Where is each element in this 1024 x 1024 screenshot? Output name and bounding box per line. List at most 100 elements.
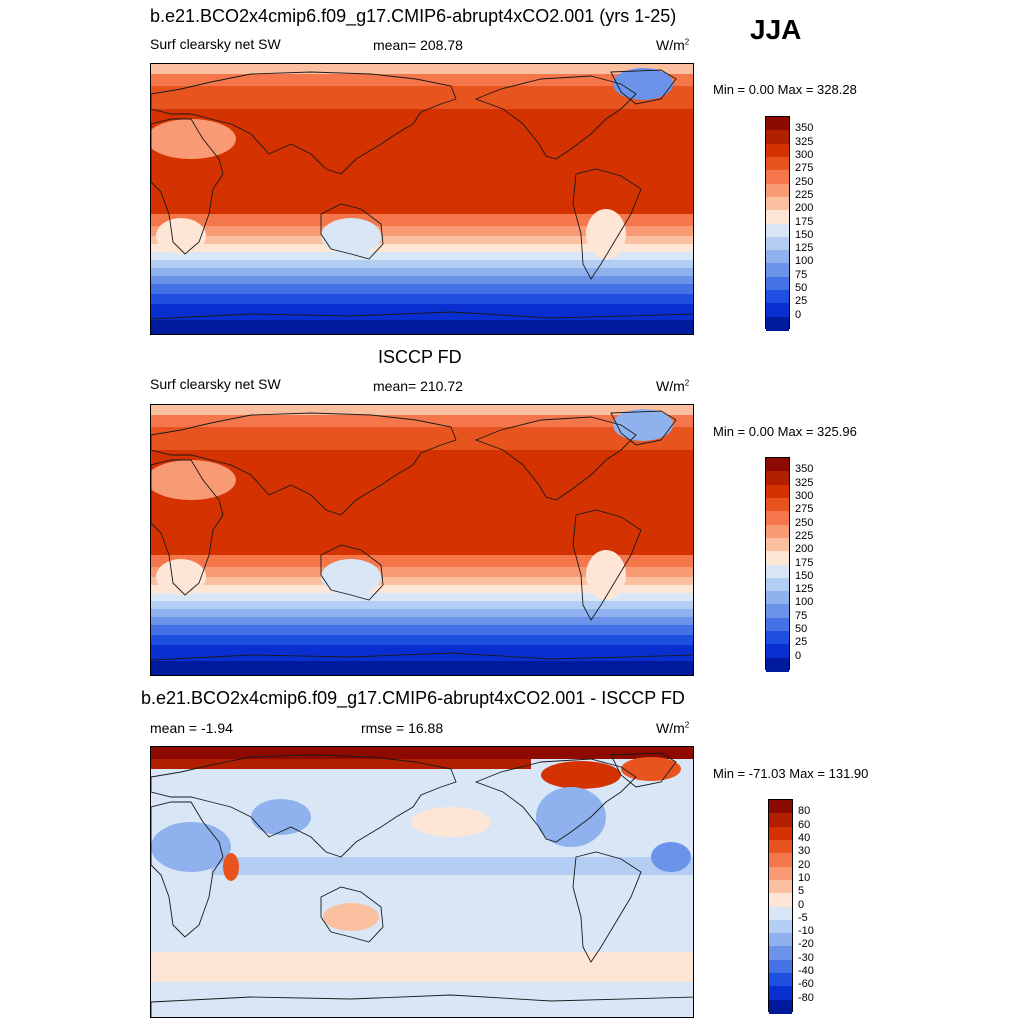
- panel3-colorbar: 80 60 40 30 20 10 5 0 -5 -10 -20 -30 -40 -60 -80: [768, 799, 858, 1014]
- panel1-title: b.e21.BCO2x4cmip6.f09_g17.CMIP6-abrupt4x…: [150, 6, 677, 26]
- panel3-colorbar-swatch: [769, 800, 792, 814]
- panel1-colorbar-label: 25: [795, 295, 808, 308]
- panel3-colorbar-label: 40: [798, 831, 811, 844]
- panel3-colorbar-swatch: [769, 933, 792, 947]
- panel1-units: W/m2: [656, 37, 690, 53]
- field-band: [151, 64, 693, 74]
- field-region: [151, 119, 236, 159]
- coastline: [474, 75, 637, 160]
- panel2-title: ISCCP FD: [378, 347, 462, 367]
- panel3-colorbar-swatch: [769, 986, 792, 1001]
- coastline: [151, 652, 693, 675]
- panel1-mean-label: mean= 208.78: [373, 37, 463, 53]
- season-label: JJA: [750, 14, 802, 45]
- field-band: [151, 601, 693, 609]
- field-band: [151, 304, 693, 320]
- field-region: [591, 455, 693, 535]
- panel3-colorbar-swatch: [769, 919, 792, 934]
- panel2-colorbar-swatch: [766, 617, 789, 632]
- panel2-colorbar-label: 175: [795, 556, 814, 569]
- field-band: [151, 661, 693, 675]
- coastline: [610, 69, 677, 105]
- panel1-colorbar-swatch: [766, 143, 789, 158]
- field-region: [323, 903, 379, 931]
- panel3-minmax: Min = -71.03 Max = 131.90: [713, 766, 869, 781]
- panel3-colorbar-label: 20: [798, 858, 811, 871]
- panel2-colorbar-label: 250: [795, 516, 814, 529]
- panel3-colorbar-swatch: [769, 959, 792, 974]
- coastline: [610, 410, 677, 446]
- panel3-colorbar-label: -10: [798, 925, 814, 938]
- panel2-field-label: Surf clearsky net SW: [150, 376, 281, 392]
- panel1-colorbar-swatch: [766, 117, 789, 131]
- panel2-colorbar-label: 125: [795, 583, 814, 596]
- panel1-colorbar: 350 325 300 275 250 225 200 175 150 125 100 75 50 25 0: [765, 116, 855, 331]
- panel1-colorbar-swatch: [766, 170, 789, 185]
- panel1-colorbar-swatch: [766, 210, 789, 224]
- panel1-field-label: Surf clearsky net SW: [150, 36, 281, 52]
- panel3-colorbar-label: 30: [798, 845, 811, 858]
- panel2-colorbar-swatch: [766, 511, 789, 526]
- field-band: [151, 577, 693, 585]
- field-band: [151, 320, 693, 334]
- panel3-rmse-label: rmse = 16.88: [361, 720, 444, 736]
- field-region: [586, 550, 626, 600]
- field-band: [151, 585, 693, 593]
- panel2-colorbar-swatch: [766, 484, 789, 499]
- field-band: [151, 617, 693, 625]
- field-region: [321, 218, 381, 254]
- panel1-colorbar-label: 225: [795, 188, 814, 201]
- field-band: [151, 294, 693, 304]
- field-band: [151, 567, 693, 577]
- panel2-colorbar-swatch: [766, 631, 789, 645]
- coastline: [474, 416, 637, 501]
- panel3-units: W/m2: [656, 720, 690, 736]
- panel2-colorbar-swatch: [766, 591, 789, 605]
- field-region: [586, 209, 626, 259]
- panel1-colorbar-label: 325: [795, 135, 814, 148]
- panel2-colorbar-swatch: [766, 564, 789, 579]
- panel1-colorbar-label: 50: [795, 282, 808, 295]
- panel3-map: [150, 746, 694, 1018]
- panel3-colorbar-label: -5: [798, 911, 808, 924]
- panel2-units: W/m2: [656, 378, 690, 394]
- panel3-colorbar-swatch: [769, 906, 792, 921]
- field-region: [536, 787, 606, 847]
- panel3-colorbar-swatch: [769, 839, 792, 854]
- panel2-colorbar-label: 75: [795, 609, 808, 622]
- field-band: [151, 252, 693, 260]
- panel2-colorbar-swatch: [766, 471, 789, 486]
- field-band: [151, 86, 693, 109]
- field-band: [151, 645, 693, 661]
- field-region: [251, 799, 311, 835]
- field-band: [211, 857, 693, 875]
- coastline: [572, 851, 642, 963]
- panel2-map: [150, 404, 694, 676]
- field-band: [151, 236, 693, 244]
- panel1-colorbar-label: 125: [795, 242, 814, 255]
- field-band: [151, 226, 693, 236]
- coastline: [610, 752, 677, 788]
- panel1-colorbar-label: 275: [795, 162, 814, 175]
- panel3-colorbar-swatch: [769, 866, 792, 881]
- coastline: [151, 459, 224, 596]
- coastline: [151, 994, 693, 1017]
- panel2-colorbar: 350 325 300 275 250 225 200 175 150 125 100 75 50 25 0: [765, 457, 855, 672]
- field-region: [223, 853, 239, 881]
- field-region: [151, 460, 236, 500]
- panel3-colorbar-swatch: [769, 973, 792, 987]
- field-region: [541, 761, 621, 789]
- panel1-colorbar-swatch: [766, 276, 789, 291]
- panel3-colorbar-label: -20: [798, 938, 814, 951]
- panel3-colorbar-label: 80: [798, 805, 811, 818]
- field-band: [151, 609, 693, 617]
- panel2-colorbar-swatch: [766, 604, 789, 619]
- panel2-colorbar-swatch: [766, 458, 789, 472]
- field-region: [156, 559, 206, 595]
- panel1-colorbar-swatch: [766, 156, 789, 171]
- panel2-colorbar-label: 0: [795, 649, 802, 662]
- panel1-colorbar-label: 300: [795, 148, 814, 161]
- panel3-colorbar-swatch: [769, 853, 792, 868]
- field-region: [621, 757, 681, 781]
- panel1-colorbar-label: 175: [795, 215, 814, 228]
